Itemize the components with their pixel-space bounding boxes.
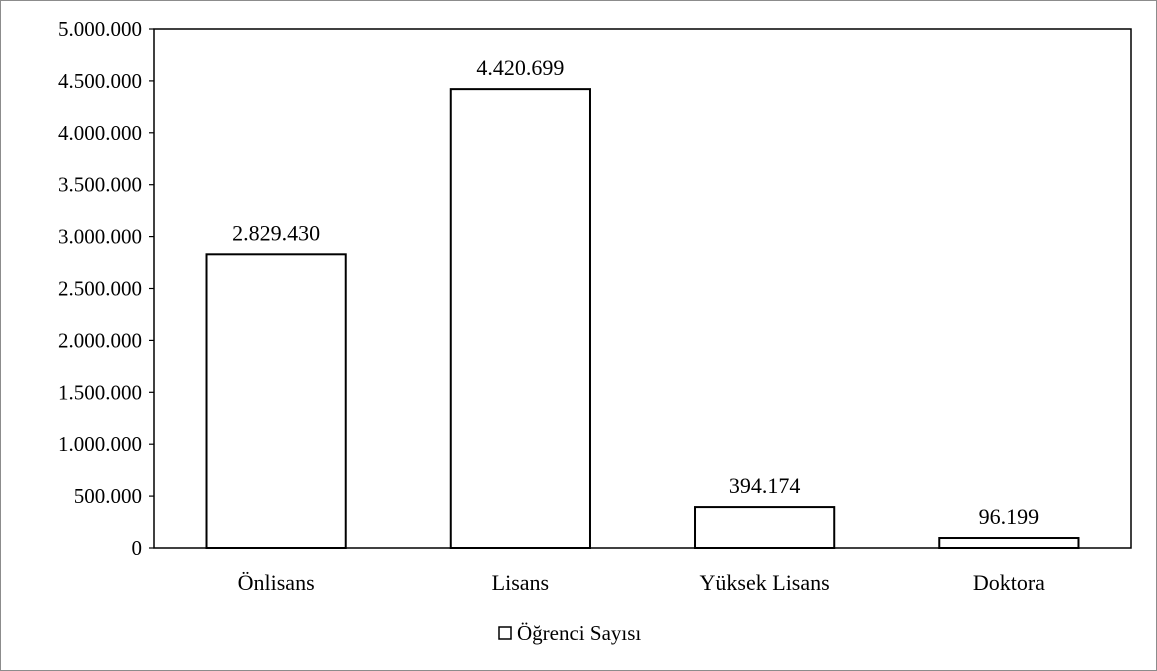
legend-swatch xyxy=(498,626,512,640)
bar xyxy=(449,88,591,550)
legend: Öğrenci Sayısı xyxy=(498,621,641,645)
data-label: 96.199 xyxy=(979,504,1040,529)
x-category-label: Yüksek Lisans xyxy=(700,570,830,595)
bar xyxy=(205,253,347,549)
x-axis: Önlisans Lisans Yüksek Lisans Doktora xyxy=(238,570,1046,595)
y-tick-label: 4.500.000 xyxy=(58,69,142,93)
x-category-label: Önlisans xyxy=(238,570,315,595)
y-axis: 0 500.000 1.000.000 1.500.000 2.000.000 2.500… xyxy=(58,17,154,560)
y-tick-label: 500.000 xyxy=(74,484,142,508)
legend-label: Öğrenci Sayısı xyxy=(517,621,641,645)
y-tick-label: 5.000.000 xyxy=(58,17,142,41)
y-tick-label: 2.500.000 xyxy=(58,277,142,301)
data-label: 4.420.699 xyxy=(476,55,564,80)
y-tick-label: 3.000.000 xyxy=(58,225,142,249)
y-tick-label: 4.000.000 xyxy=(58,121,142,145)
data-label: 394.174 xyxy=(729,473,801,498)
y-tick-label: 3.500.000 xyxy=(58,173,142,197)
x-category-label: Doktora xyxy=(973,570,1045,595)
x-category-label: Lisans xyxy=(492,570,549,595)
bar xyxy=(938,537,1080,549)
bars: 2.829.430 4.420.699 394.174 96.199 xyxy=(205,55,1080,550)
y-tick-label: 1.000.000 xyxy=(58,432,142,456)
y-tick-label: 1.500.000 xyxy=(58,380,142,404)
y-tick-label: 2.000.000 xyxy=(58,328,142,352)
bar xyxy=(694,506,836,550)
data-label: 2.829.430 xyxy=(232,220,320,245)
y-tick-label: 0 xyxy=(132,536,143,560)
